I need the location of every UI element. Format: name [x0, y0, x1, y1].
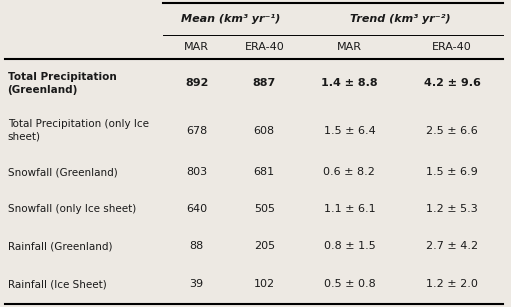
Text: 1.2 ± 2.0: 1.2 ± 2.0 — [426, 279, 478, 290]
Text: Total Precipitation
(Greenland): Total Precipitation (Greenland) — [8, 72, 117, 95]
Text: 681: 681 — [253, 167, 275, 177]
Text: Total Precipitation (only Ice
sheet): Total Precipitation (only Ice sheet) — [8, 119, 149, 142]
Text: Trend (km³ yr⁻²): Trend (km³ yr⁻²) — [351, 14, 451, 24]
Text: 1.4 ± 8.8: 1.4 ± 8.8 — [321, 78, 378, 88]
Text: 1.2 ± 5.3: 1.2 ± 5.3 — [426, 204, 478, 214]
Text: MAR: MAR — [184, 42, 209, 52]
Text: Rainfall (Ice Sheet): Rainfall (Ice Sheet) — [8, 279, 106, 290]
Text: 505: 505 — [254, 204, 275, 214]
Text: 1.1 ± 6.1: 1.1 ± 6.1 — [323, 204, 375, 214]
Text: 88: 88 — [190, 242, 204, 251]
Text: ERA-40: ERA-40 — [244, 42, 284, 52]
Text: 678: 678 — [186, 126, 207, 136]
Text: 0.6 ± 8.2: 0.6 ± 8.2 — [323, 167, 376, 177]
Text: 608: 608 — [253, 126, 275, 136]
Text: MAR: MAR — [337, 42, 362, 52]
Text: Rainfall (Greenland): Rainfall (Greenland) — [8, 242, 112, 251]
Text: 892: 892 — [185, 78, 208, 88]
Text: 102: 102 — [253, 279, 275, 290]
Text: 0.8 ± 1.5: 0.8 ± 1.5 — [323, 242, 375, 251]
Text: 1.5 ± 6.9: 1.5 ± 6.9 — [426, 167, 478, 177]
Text: 2.5 ± 6.6: 2.5 ± 6.6 — [426, 126, 478, 136]
Text: Snowfall (only Ice sheet): Snowfall (only Ice sheet) — [8, 204, 136, 214]
Text: 2.7 ± 4.2: 2.7 ± 4.2 — [426, 242, 478, 251]
Text: 0.5 ± 0.8: 0.5 ± 0.8 — [323, 279, 375, 290]
Text: 39: 39 — [190, 279, 204, 290]
Text: ERA-40: ERA-40 — [432, 42, 472, 52]
Text: 4.2 ± 9.6: 4.2 ± 9.6 — [424, 78, 480, 88]
Text: 205: 205 — [253, 242, 275, 251]
Text: Mean (km³ yr⁻¹): Mean (km³ yr⁻¹) — [181, 14, 280, 24]
Text: 803: 803 — [186, 167, 207, 177]
Text: Snowfall (Greenland): Snowfall (Greenland) — [8, 167, 118, 177]
Text: 1.5 ± 6.4: 1.5 ± 6.4 — [323, 126, 375, 136]
Text: 887: 887 — [252, 78, 276, 88]
Text: 640: 640 — [186, 204, 207, 214]
